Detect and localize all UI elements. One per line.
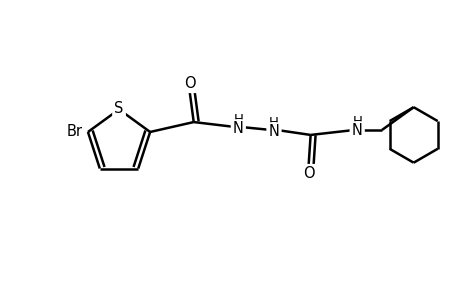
Text: Br: Br <box>67 124 83 140</box>
Text: N: N <box>232 122 243 136</box>
Text: O: O <box>184 76 195 91</box>
Text: N: N <box>268 124 279 140</box>
Text: S: S <box>114 101 123 116</box>
Text: H: H <box>352 115 361 128</box>
Text: H: H <box>233 112 243 126</box>
Text: O: O <box>302 166 314 181</box>
Text: N: N <box>351 124 362 139</box>
Text: H: H <box>269 116 278 129</box>
